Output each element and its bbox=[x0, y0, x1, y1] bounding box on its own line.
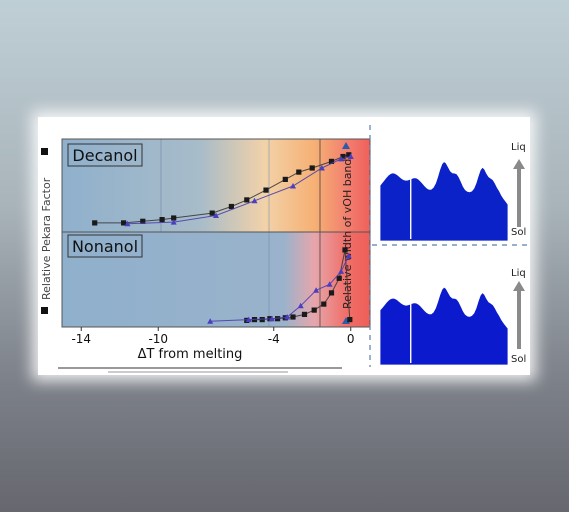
decanol-pekara-point-14 bbox=[346, 152, 352, 158]
decanol-voh-point-1 bbox=[170, 219, 177, 225]
nonanol-pekara-point-12 bbox=[342, 247, 348, 253]
nonanol-pekara-point-8 bbox=[311, 307, 317, 313]
nonanol-pekara-point-13 bbox=[347, 317, 353, 323]
decanol-voh-point-6 bbox=[338, 155, 345, 162]
x-tick-label-0: -14 bbox=[71, 332, 91, 346]
decanol-pekara-point-6 bbox=[228, 203, 234, 210]
decanol-pekara-point-3 bbox=[159, 217, 165, 223]
series-layer bbox=[92, 152, 354, 324]
decanol-pekara-point-8 bbox=[263, 187, 269, 193]
liquid-label-upper: Liq bbox=[511, 142, 526, 153]
stack-top-trace-8 bbox=[379, 160, 509, 242]
solid-label-lower: Sol bbox=[511, 354, 526, 365]
spectra-stack-lower bbox=[379, 286, 509, 366]
decanol-pekara-point-7 bbox=[244, 197, 250, 203]
nonanol-pekara-point-6 bbox=[290, 314, 296, 320]
decanol-pekara-point-5 bbox=[209, 210, 215, 216]
decanol-pekara-point-9 bbox=[282, 176, 288, 182]
decanol-pekara-point-10 bbox=[296, 169, 302, 175]
nonanol-pekara-point-10 bbox=[328, 290, 335, 296]
solid-label-upper: Sol bbox=[511, 227, 526, 238]
decanol-pekara-point-13 bbox=[340, 153, 346, 160]
left-axis-square-marker-top bbox=[41, 148, 48, 155]
decanol-label-box bbox=[67, 143, 143, 167]
nonanol-voh-point-3 bbox=[284, 314, 291, 320]
x-tick-label-3: 0 bbox=[347, 332, 355, 346]
spectra-stack-upper bbox=[379, 160, 509, 242]
nonanol-pekara-point-9 bbox=[321, 301, 327, 307]
figure-card: Decanol Nonanol Relative Pekara Factor R… bbox=[38, 117, 530, 375]
right-axis-triangle-marker-top bbox=[342, 142, 350, 149]
right-axis-triangle-marker-bottom bbox=[342, 317, 350, 324]
nonanol-label-box bbox=[67, 234, 143, 258]
figure-svg: Decanol Nonanol Relative Pekara Factor R… bbox=[40, 125, 528, 373]
left-axis-square-marker-bottom bbox=[41, 307, 48, 314]
decanol-pekara-point-12 bbox=[328, 158, 335, 164]
nonanol-voh-point-6 bbox=[326, 281, 333, 287]
decanol-label: Decanol bbox=[72, 146, 137, 165]
x-tick-label-2: -4 bbox=[268, 332, 280, 346]
decanol-voh-point-3 bbox=[251, 197, 258, 204]
nonanol-voh-point-8 bbox=[345, 252, 352, 259]
decanol-voh-point-4 bbox=[290, 183, 296, 189]
stack-bot-trace-8 bbox=[379, 286, 509, 366]
decanol-voh-point-7 bbox=[347, 153, 354, 159]
decanol-voh-point-0 bbox=[124, 220, 131, 227]
nonanol-pekara-point-2 bbox=[259, 317, 265, 323]
nonanol-voh-point-0 bbox=[207, 318, 214, 324]
nonanol-voh-point-7 bbox=[338, 268, 345, 274]
plot-frame bbox=[61, 138, 371, 328]
x-tick-layer: -14 -10 -4 0 bbox=[71, 327, 355, 346]
decanol-pekara-point-1 bbox=[121, 220, 127, 226]
decanol-pekara-point-2 bbox=[140, 218, 146, 224]
x-axis-label: ΔT from melting bbox=[138, 347, 243, 362]
nonanol-pekara-point-11 bbox=[336, 275, 342, 281]
liquid-arrow-upper-head bbox=[513, 159, 525, 169]
liquid-label-lower: Liq bbox=[511, 268, 526, 279]
decanol-series-voh-line bbox=[127, 156, 351, 225]
x-tick-label-1: -10 bbox=[148, 332, 168, 346]
nonanol-panel-background bbox=[62, 232, 370, 327]
right-axis-label: Relative width of vOH band bbox=[341, 159, 354, 309]
nonanol-label: Nonanol bbox=[72, 237, 138, 256]
nonanol-pekara-point-7 bbox=[301, 311, 308, 317]
nonanol-voh-point-4 bbox=[297, 302, 304, 309]
left-axis-label: Relative Pekara Factor bbox=[40, 177, 53, 300]
nonanol-voh-point-2 bbox=[268, 315, 275, 322]
nonanol-voh-point-5 bbox=[313, 287, 320, 293]
decanol-pekara-point-4 bbox=[171, 215, 177, 221]
decanol-voh-point-2 bbox=[213, 212, 219, 218]
decanol-pekara-point-11 bbox=[309, 165, 315, 171]
nonanol-voh-point-1 bbox=[245, 316, 252, 323]
decanol-pekara-point-0 bbox=[92, 220, 98, 226]
decanol-voh-point-5 bbox=[318, 165, 325, 171]
liquid-arrow-lower-head bbox=[513, 281, 525, 291]
nonanol-pekara-point-4 bbox=[275, 316, 281, 322]
